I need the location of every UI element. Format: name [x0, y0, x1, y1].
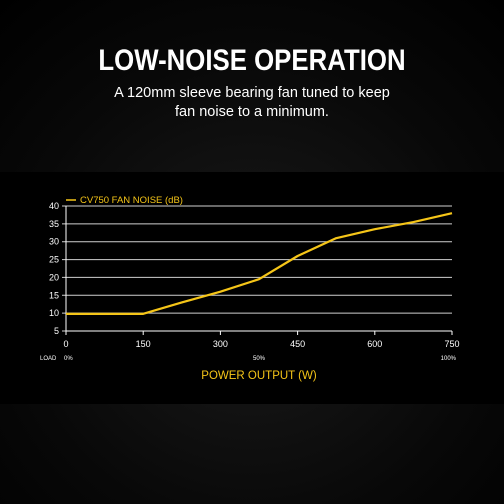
x-tick-label: 300 — [213, 339, 228, 349]
y-tick-label: 25 — [49, 255, 59, 265]
y-tick-label: 20 — [49, 272, 59, 282]
x-tick-label: 150 — [136, 339, 151, 349]
series-line — [66, 213, 452, 314]
load-tick-label: 0% — [64, 356, 73, 362]
y-tick-label: 40 — [49, 201, 59, 211]
chart-title: CV750 FAN NOISE (dB) — [80, 195, 183, 206]
y-tick-label: 35 — [49, 219, 59, 229]
load-tick-label: 100% — [441, 356, 457, 362]
y-tick-label: 5 — [54, 326, 59, 336]
x-axis-label: POWER OUTPUT (W) — [201, 370, 317, 382]
y-tick-label: 15 — [49, 290, 59, 300]
y-tick-label: 10 — [49, 308, 59, 318]
x-tick-label: 0 — [63, 339, 68, 349]
x-tick-label: 600 — [367, 339, 382, 349]
load-label: LOAD — [40, 356, 57, 362]
x-tick-label: 750 — [444, 339, 459, 349]
x-tick-label: 450 — [290, 339, 305, 349]
y-tick-label: 30 — [49, 237, 59, 247]
load-tick-label: 50% — [253, 356, 266, 362]
